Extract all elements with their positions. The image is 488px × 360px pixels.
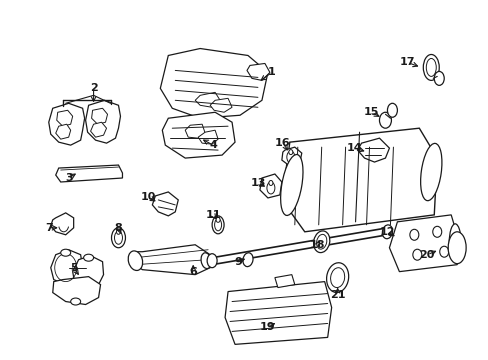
Ellipse shape <box>268 180 272 185</box>
Text: 19: 19 <box>260 323 275 332</box>
Polygon shape <box>281 128 436 232</box>
Text: 8: 8 <box>114 223 122 233</box>
Polygon shape <box>162 112 235 158</box>
Text: 18: 18 <box>309 240 325 250</box>
Text: 20: 20 <box>419 250 434 260</box>
Text: 14: 14 <box>346 143 362 153</box>
Polygon shape <box>53 276 101 305</box>
Ellipse shape <box>128 251 142 270</box>
Ellipse shape <box>216 217 220 222</box>
Text: 13: 13 <box>250 178 265 188</box>
Ellipse shape <box>280 154 303 215</box>
Polygon shape <box>49 103 84 145</box>
Polygon shape <box>246 63 269 80</box>
Polygon shape <box>260 174 281 198</box>
Ellipse shape <box>116 229 120 234</box>
Polygon shape <box>281 147 301 166</box>
Polygon shape <box>51 213 74 235</box>
Ellipse shape <box>207 254 217 268</box>
Ellipse shape <box>212 216 224 234</box>
Ellipse shape <box>386 103 397 117</box>
Text: 21: 21 <box>329 289 345 300</box>
Ellipse shape <box>286 151 294 163</box>
Polygon shape <box>195 92 220 107</box>
Polygon shape <box>56 124 71 139</box>
Polygon shape <box>57 110 73 126</box>
Polygon shape <box>130 245 210 275</box>
Text: 3: 3 <box>65 173 72 183</box>
Text: 1: 1 <box>267 67 275 77</box>
Polygon shape <box>160 49 267 118</box>
Polygon shape <box>90 122 106 137</box>
Ellipse shape <box>313 231 329 253</box>
Ellipse shape <box>420 143 441 201</box>
Ellipse shape <box>201 253 211 269</box>
Ellipse shape <box>382 225 392 239</box>
Text: 12: 12 <box>379 227 394 237</box>
Text: 9: 9 <box>234 257 242 267</box>
Ellipse shape <box>409 229 418 240</box>
Ellipse shape <box>326 263 348 292</box>
Polygon shape <box>357 138 388 162</box>
Text: 10: 10 <box>141 192 156 202</box>
Text: 4: 4 <box>209 140 217 150</box>
Text: 6: 6 <box>189 267 197 276</box>
Text: 11: 11 <box>205 210 221 220</box>
Ellipse shape <box>316 234 326 249</box>
Ellipse shape <box>379 112 390 128</box>
Polygon shape <box>51 250 82 285</box>
Ellipse shape <box>439 246 448 257</box>
Polygon shape <box>198 130 218 144</box>
Ellipse shape <box>423 54 438 80</box>
Ellipse shape <box>111 228 125 248</box>
Polygon shape <box>152 192 178 216</box>
Ellipse shape <box>83 254 93 261</box>
Ellipse shape <box>426 58 435 76</box>
Polygon shape <box>56 165 122 182</box>
Text: 16: 16 <box>274 138 290 148</box>
Polygon shape <box>274 275 294 288</box>
Ellipse shape <box>266 182 274 194</box>
Ellipse shape <box>330 268 344 288</box>
Ellipse shape <box>214 219 221 231</box>
Ellipse shape <box>114 231 122 244</box>
Ellipse shape <box>61 249 71 256</box>
Ellipse shape <box>243 253 252 267</box>
Ellipse shape <box>433 71 443 85</box>
Text: 5: 5 <box>70 263 77 273</box>
Polygon shape <box>388 215 458 272</box>
Ellipse shape <box>447 232 465 264</box>
Polygon shape <box>91 108 107 124</box>
Ellipse shape <box>288 150 292 154</box>
Ellipse shape <box>432 226 441 237</box>
Polygon shape <box>73 256 103 288</box>
Polygon shape <box>224 282 331 345</box>
Text: 2: 2 <box>89 84 97 93</box>
Ellipse shape <box>448 224 460 262</box>
Ellipse shape <box>71 298 81 305</box>
Text: 17: 17 <box>399 58 414 67</box>
Ellipse shape <box>412 249 421 260</box>
Polygon shape <box>210 98 232 112</box>
Polygon shape <box>185 124 205 138</box>
Text: 15: 15 <box>363 107 378 117</box>
Polygon shape <box>85 100 120 143</box>
Text: 7: 7 <box>45 223 53 233</box>
